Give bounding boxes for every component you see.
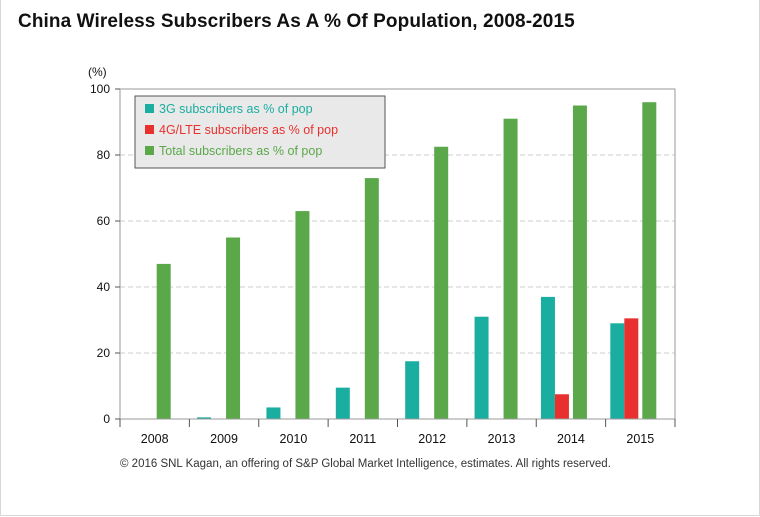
bar-3g-2010	[266, 407, 281, 419]
y-tick-label: 0	[103, 412, 110, 426]
bar-total-2012	[434, 146, 449, 419]
bar-total-2009	[226, 237, 241, 419]
legend-label: Total subscribers as % of pop	[159, 144, 322, 158]
grid-lines	[120, 154, 675, 354]
y-tick-label: 40	[97, 280, 111, 294]
legend-label: 4G/LTE subscribers as % of pop	[159, 123, 338, 137]
x-tick-label: 2013	[488, 432, 516, 446]
bar-3g-2015	[610, 323, 625, 419]
bar-3g-2014	[540, 296, 555, 419]
bar-3g-2009	[197, 417, 212, 419]
y-axis-label: (%)	[88, 65, 107, 79]
x-tick-label: 2014	[557, 432, 585, 446]
bar-total-2008	[156, 263, 171, 419]
bar-total-2013	[503, 118, 518, 419]
y-tick-label: 60	[97, 214, 111, 228]
bar-3g-2013	[474, 316, 489, 419]
legend-swatch	[145, 146, 154, 155]
legend-swatch	[145, 104, 154, 113]
bars	[156, 102, 657, 419]
x-tick-label: 2009	[210, 432, 238, 446]
y-tick-label: 100	[90, 82, 110, 96]
source-note: © 2016 SNL Kagan, an offering of S&P Glo…	[120, 458, 611, 470]
bar-4g-2015	[624, 318, 639, 419]
y-tick-label: 20	[97, 346, 111, 360]
bar-3g-2011	[335, 387, 350, 419]
bar-3g-2012	[405, 361, 420, 419]
bar-total-2015	[642, 102, 657, 419]
x-tick-label: 2010	[280, 432, 308, 446]
x-tick-label: 2015	[626, 432, 654, 446]
legend: 3G subscribers as % of pop 4G/LTE subscri…	[134, 95, 386, 169]
bar-4g-2014	[554, 394, 569, 419]
legend-label: 3G subscribers as % of pop	[159, 102, 313, 116]
axes: 0 20 40 60 80 100 2008 2009 2010 2011 2012 2013 2014…	[90, 82, 676, 446]
legend-box	[134, 95, 386, 169]
chart-title: China Wireless Subscribers As A % Of Pop…	[18, 11, 575, 32]
bar-total-2014	[572, 105, 587, 419]
x-tick-label: 2011	[349, 432, 376, 446]
bar-total-2010	[295, 211, 310, 419]
x-tick-label: 2012	[418, 432, 446, 446]
legend-swatch	[145, 125, 154, 134]
x-tick-label: 2008	[141, 432, 169, 446]
y-tick-label: 80	[97, 148, 111, 162]
bar-total-2011	[364, 178, 379, 419]
